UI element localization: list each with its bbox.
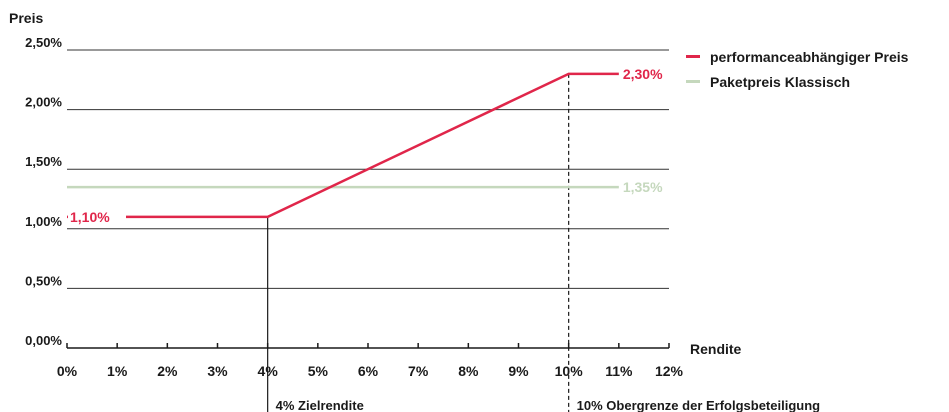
y-axis-title: Preis xyxy=(9,10,43,26)
tick-labels: 0,00%0,50%1,00%1,50%2,00%2,50%0% 1% 2% 3% 4%… xyxy=(25,35,683,379)
x-tick-label: 3% xyxy=(207,363,228,379)
annotation-label: 10% Obergrenze der Erfolgsbeteiligung xyxy=(577,398,820,412)
x-tick-label: 7% xyxy=(408,363,429,379)
data-label: 2,30% xyxy=(623,66,663,82)
data-label: 1,10% xyxy=(70,209,110,225)
grid-lines xyxy=(66,49,670,349)
x-tick-label: 2% xyxy=(157,363,178,379)
x-tick-label: 8% xyxy=(458,363,479,379)
legend-label: Paketpreis Klassisch xyxy=(710,73,851,90)
y-tick-label: 1,00% xyxy=(25,214,62,229)
x-tick-label: 12% xyxy=(655,363,684,379)
legend-swatch xyxy=(686,55,700,58)
x-tick-label: 0% xyxy=(57,363,78,379)
legend: performanceabhängiger Preis Paketpreis K… xyxy=(686,44,908,94)
x-tick-label: 6% xyxy=(358,363,379,379)
x-tick-label: 1% xyxy=(107,363,128,379)
data-label: 1,35% xyxy=(623,179,663,195)
y-tick-label: 0,50% xyxy=(25,273,62,288)
x-tick-label: 11% xyxy=(605,363,633,379)
x-axis-title: Rendite xyxy=(690,341,742,357)
legend-item: performanceabhängiger Preis xyxy=(686,44,908,69)
data-labels: 1,10% 2,30% 1,35% xyxy=(68,66,663,228)
data-label-bg xyxy=(68,205,126,228)
y-tick-label: 2,50% xyxy=(25,35,62,50)
legend-swatch xyxy=(686,80,700,83)
series-line xyxy=(67,72,619,219)
x-tick-label: 9% xyxy=(508,363,529,379)
y-tick-label: 0,00% xyxy=(25,333,62,348)
legend-label: performanceabhängiger Preis xyxy=(710,48,909,65)
annotation-label: 4% Zielrendite xyxy=(276,398,364,412)
series-lines xyxy=(67,72,619,219)
annotations: 4% Zielrendite 10% Obergrenze der Erfolgs… xyxy=(267,73,820,412)
y-tick-label: 1,50% xyxy=(25,154,62,169)
legend-item: Paketpreis Klassisch xyxy=(686,69,908,94)
x-tick-label: 5% xyxy=(308,363,329,379)
y-tick-label: 2,00% xyxy=(25,95,62,110)
